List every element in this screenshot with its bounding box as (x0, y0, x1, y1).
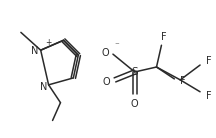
Text: ⁻: ⁻ (114, 42, 119, 51)
Text: O: O (131, 99, 138, 109)
Text: F: F (206, 91, 212, 101)
Text: F: F (206, 56, 212, 66)
Text: N: N (40, 82, 47, 92)
Text: O: O (102, 77, 110, 87)
Text: +: + (45, 38, 52, 47)
Text: O: O (101, 48, 109, 58)
Text: N: N (31, 46, 38, 56)
Text: S: S (131, 67, 138, 77)
Text: F: F (180, 76, 186, 86)
Text: F: F (161, 32, 166, 42)
